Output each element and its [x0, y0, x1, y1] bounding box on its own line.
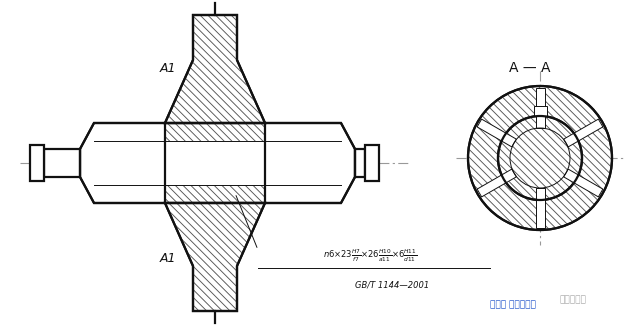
- Polygon shape: [536, 188, 545, 228]
- Text: A1: A1: [160, 251, 176, 264]
- Polygon shape: [165, 203, 265, 311]
- Polygon shape: [80, 123, 355, 203]
- Polygon shape: [564, 169, 603, 197]
- Polygon shape: [355, 149, 365, 177]
- Text: A — A: A — A: [509, 61, 551, 75]
- Polygon shape: [536, 88, 545, 128]
- Text: 机械工程师: 机械工程师: [560, 295, 587, 304]
- Polygon shape: [477, 119, 516, 147]
- Text: 公众号 机械工程师: 公众号 机械工程师: [490, 300, 536, 309]
- Bar: [534, 106, 547, 116]
- Text: A1: A1: [160, 62, 176, 75]
- Polygon shape: [564, 119, 603, 147]
- Polygon shape: [44, 149, 80, 177]
- Text: GB/T 1144—2001: GB/T 1144—2001: [355, 280, 429, 289]
- Circle shape: [468, 86, 612, 230]
- Polygon shape: [477, 169, 516, 197]
- Polygon shape: [30, 145, 44, 181]
- Polygon shape: [165, 15, 265, 123]
- Polygon shape: [365, 145, 379, 181]
- Circle shape: [498, 116, 582, 200]
- Circle shape: [498, 116, 582, 200]
- Text: $n$6×23$\frac{H7}{f7}$×26$\frac{H10}{a11}$×6$\frac{H11}{d11}$: $n$6×23$\frac{H7}{f7}$×26$\frac{H10}{a11…: [323, 247, 417, 264]
